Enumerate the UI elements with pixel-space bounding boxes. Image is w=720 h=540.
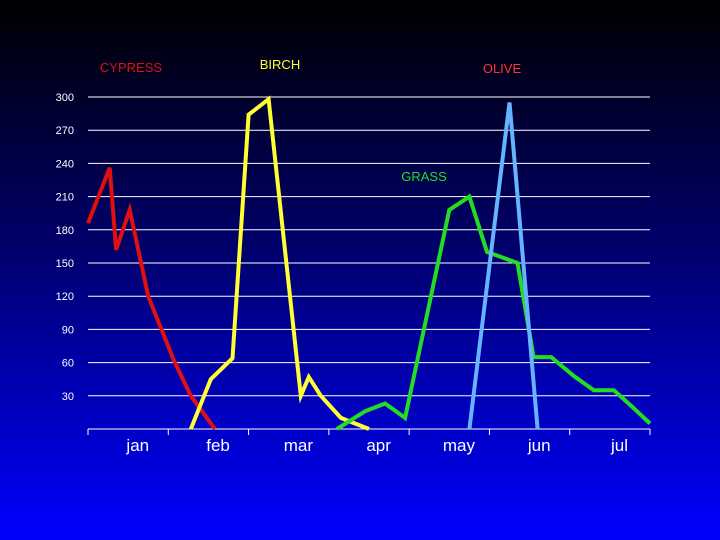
series-line-olive <box>467 102 540 430</box>
x-tick-label: mar <box>284 436 314 455</box>
x-tick-label: jul <box>610 436 628 455</box>
series-label-cypress: CYPRESS <box>100 60 162 75</box>
series-line-grass <box>335 193 652 431</box>
series-lines <box>86 95 652 431</box>
series-labels: CYPRESS BIRCH GRASS OLIVE <box>100 57 522 184</box>
series-label-birch: BIRCH <box>260 57 300 72</box>
grid-lines <box>88 96 650 397</box>
series-line-birch <box>188 95 370 431</box>
x-tick-label: may <box>443 436 476 455</box>
x-tick-label: feb <box>206 436 230 455</box>
x-tick-labels: jan feb mar apr may jun jul <box>125 436 628 455</box>
x-tick-label: jun <box>527 436 551 455</box>
y-tick-label: 240 <box>56 158 74 170</box>
series-line-cypress <box>86 167 217 431</box>
y-tick-label: 60 <box>62 358 74 370</box>
y-tick-label: 180 <box>56 225 74 237</box>
y-tick-label: 270 <box>56 125 74 137</box>
y-tick-label: 30 <box>62 391 74 403</box>
y-tick-label: 90 <box>62 324 74 336</box>
x-tick-label: apr <box>366 436 391 455</box>
series-label-olive: OLIVE <box>483 61 522 76</box>
y-tick-label: 150 <box>56 258 74 270</box>
x-tick-label: jan <box>125 436 149 455</box>
y-tick-label: 210 <box>56 192 74 204</box>
y-tick-labels: 30 60 90 120 150 180 210 240 270 300 <box>56 92 74 403</box>
x-tick-marks <box>87 429 651 435</box>
series-label-grass: GRASS <box>401 169 447 184</box>
y-tick-label: 300 <box>56 92 74 104</box>
y-tick-label: 120 <box>56 291 74 303</box>
